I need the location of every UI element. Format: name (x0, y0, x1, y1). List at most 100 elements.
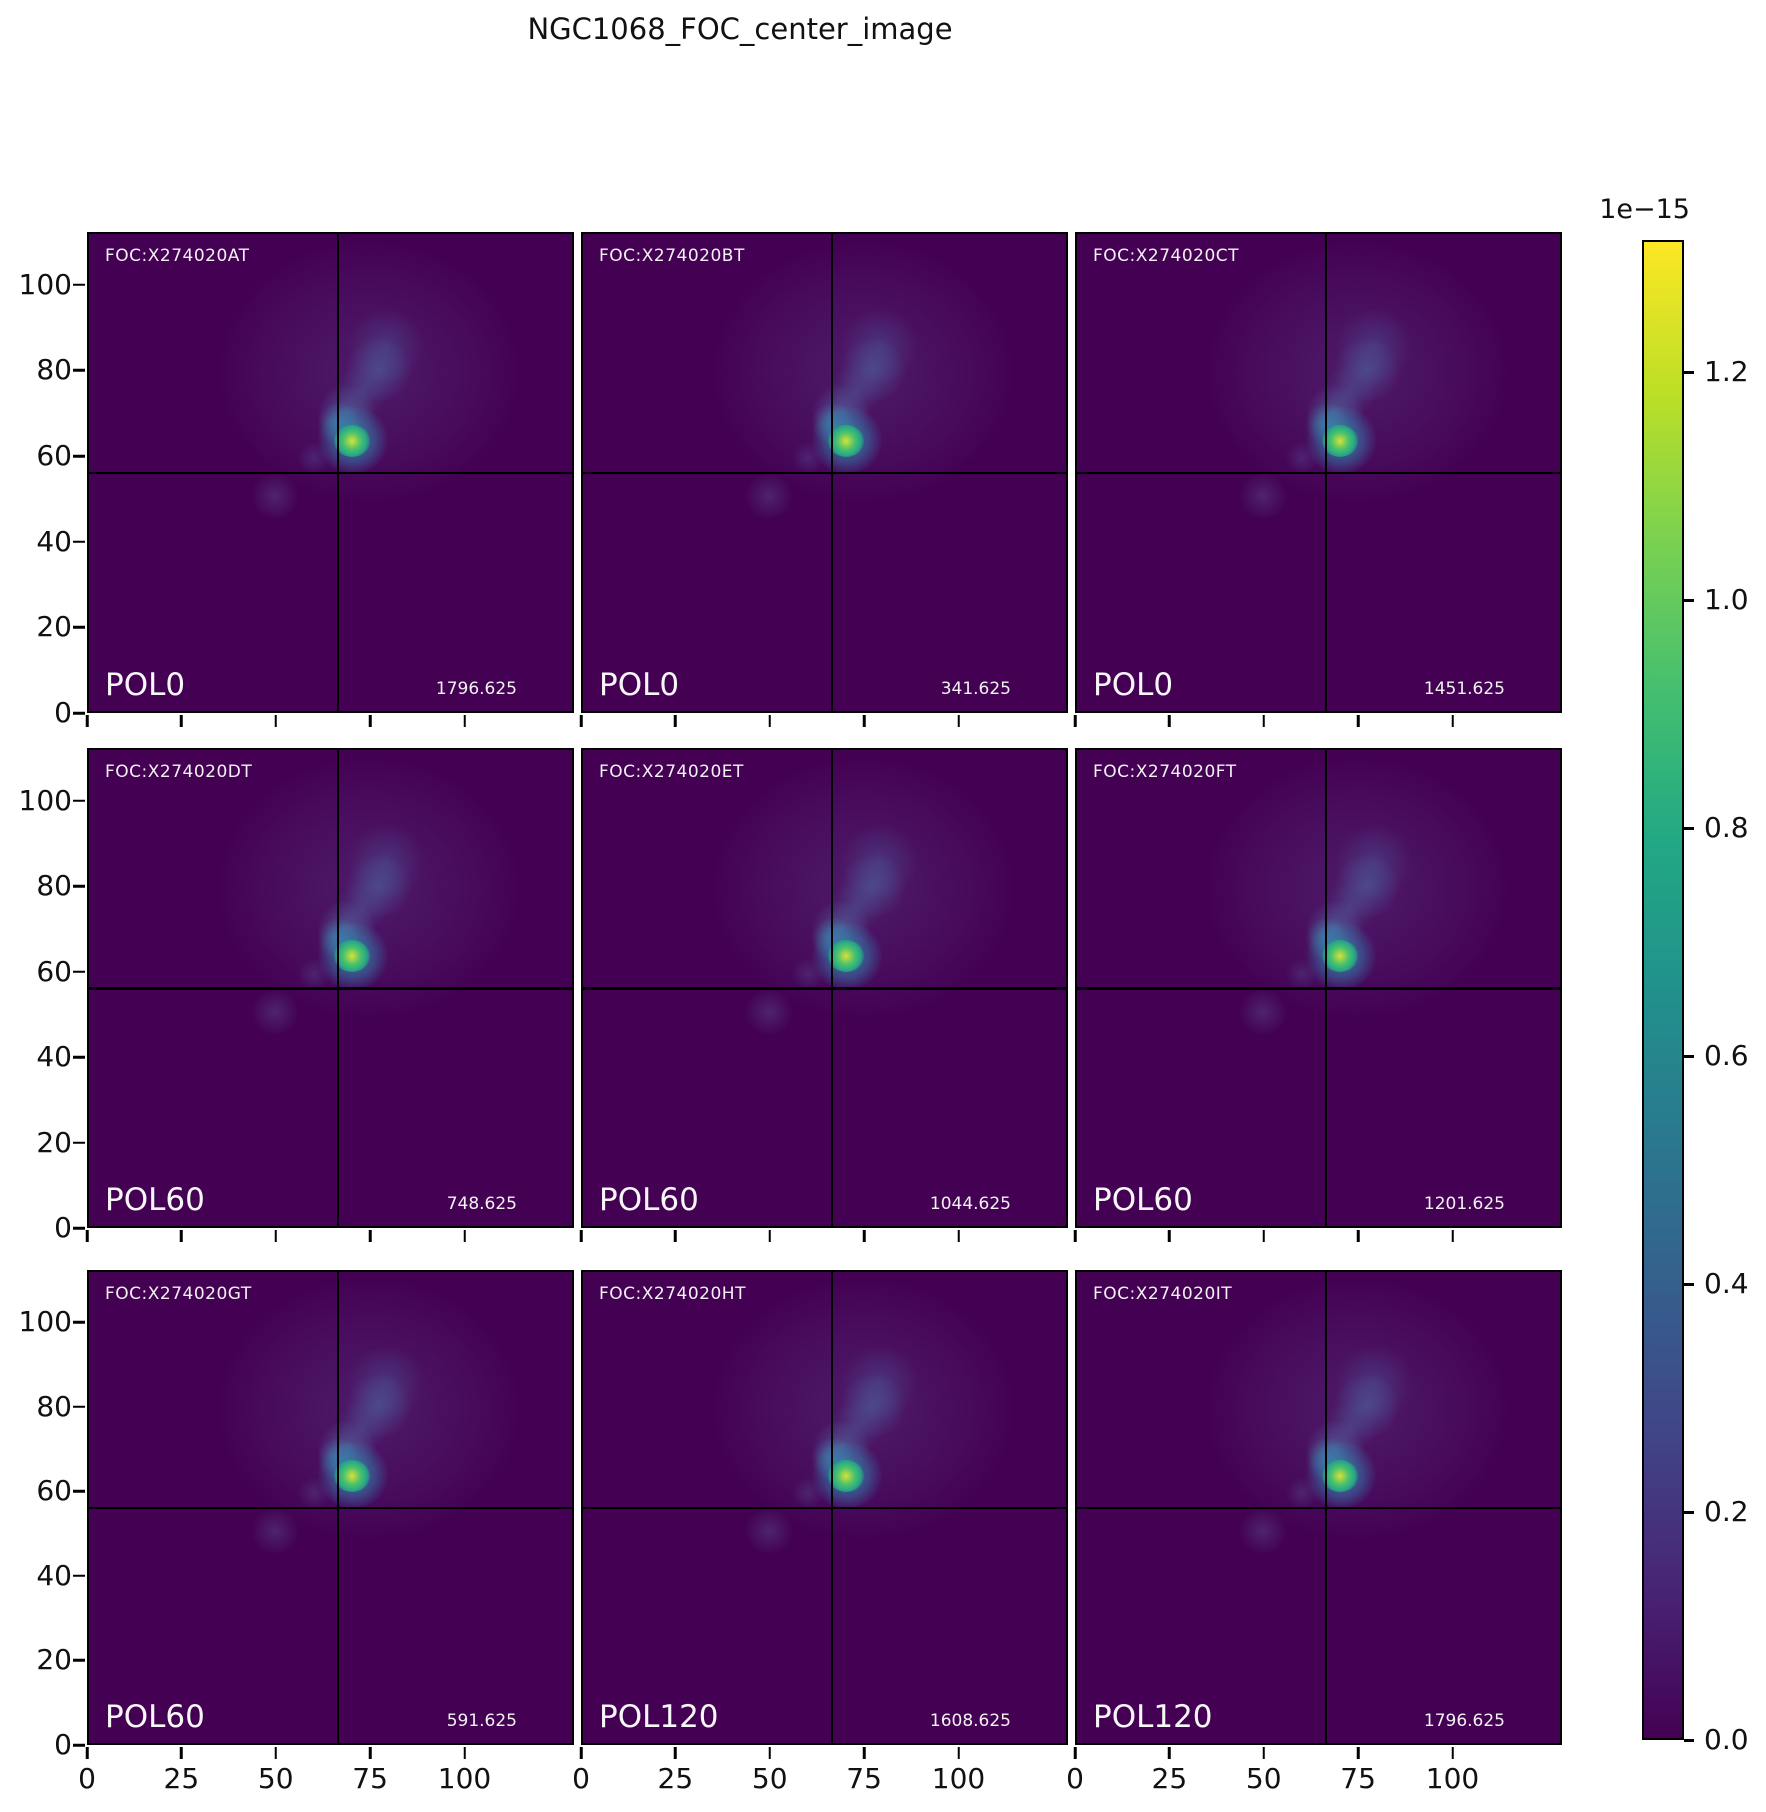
x-tick-mark (463, 715, 466, 727)
faint-blob (248, 989, 301, 1034)
y-axis-tick-label: 0 (54, 1728, 72, 1761)
faint-blob (248, 474, 301, 519)
colorbar-tick-label: 1.2 (1704, 355, 1749, 388)
x-tick-mark (1262, 1230, 1265, 1242)
colorbar-tick-mark (1684, 827, 1694, 830)
x-tick-mark (180, 1230, 183, 1242)
nucleus-glow (809, 1442, 884, 1509)
y-tick-mark (73, 626, 85, 629)
exposure-value-label: 1201.625 (1423, 1194, 1505, 1214)
y-axis-tick-label: 40 (36, 1040, 72, 1074)
jet-blob (342, 338, 415, 401)
y-axis-tick-label: 40 (36, 524, 72, 558)
jet-blob (836, 854, 909, 917)
nebulosity-haze (219, 1278, 520, 1539)
x-axis-tick-label: 75 (352, 1762, 388, 1795)
y-tick-mark (73, 1659, 85, 1662)
jet-blob (1304, 1420, 1367, 1477)
dataset-label: FOC:X274020CT (1093, 246, 1240, 266)
x-tick-mark (957, 1747, 960, 1759)
y-axis-tick-label: 60 (36, 439, 72, 472)
jet-blob (838, 310, 923, 383)
x-tick-mark (862, 715, 866, 727)
dataset-label: FOC:X274020GT (105, 1284, 252, 1304)
y-tick-mark (73, 283, 85, 286)
x-tick-mark (85, 715, 89, 727)
x-tick-mark (579, 1747, 583, 1759)
x-axis-tick-label: 0 (1066, 1762, 1084, 1795)
jet-blob (1321, 366, 1378, 417)
y-axis-tick-label: 20 (36, 1125, 72, 1159)
x-tick-mark (957, 715, 960, 727)
x-tick-mark (463, 1747, 466, 1759)
jet-blob (333, 882, 390, 933)
x-tick-mark (1356, 715, 1360, 727)
faint-blob (295, 443, 332, 474)
colorbar-tick-mark (1684, 1511, 1694, 1514)
nucleus-glow (1303, 407, 1378, 474)
x-axis-tick-label: 25 (163, 1762, 200, 1795)
x-tick-mark (180, 715, 183, 727)
nucleus-hotspot (334, 424, 371, 457)
x-axis-tick-label: 100 (931, 1762, 986, 1795)
jet-blob (1330, 854, 1403, 917)
x-axis-tick-label: 0 (78, 1762, 96, 1795)
nebulosity-haze (1207, 758, 1508, 1019)
y-axis-tick-label: 0 (54, 696, 72, 729)
dataset-label: FOC:X274020ET (599, 762, 744, 782)
y-tick-mark (73, 1574, 85, 1578)
colorbar-tick-label: 0.8 (1704, 811, 1749, 844)
x-tick-mark (579, 1230, 583, 1242)
y-tick-mark (73, 1226, 85, 1230)
dataset-label: FOC:X274020FT (1093, 762, 1237, 782)
image-panel: FOC:X274020ET POL60 1044.625 (579, 748, 1068, 1242)
nebulosity-haze (219, 242, 520, 503)
crosshair-horizontal-line (1077, 471, 1560, 475)
y-axis-tick-label: 80 (36, 869, 72, 903)
jet-blob (316, 1420, 379, 1477)
crosshair-horizontal-line (1077, 1506, 1560, 1510)
jet-blob (836, 338, 909, 401)
y-tick-mark (73, 884, 85, 888)
image-panel: FOC:X274020AT POL0 1796.625 (73, 232, 574, 727)
x-tick-mark (368, 1230, 372, 1242)
nucleus-glow (315, 407, 390, 474)
jet-blob (810, 900, 873, 957)
heatmap-image: FOC:X274020GT POL60 591.625 (89, 1272, 572, 1743)
crosshair-horizontal-line (1077, 987, 1560, 990)
y-tick-mark (73, 1489, 85, 1493)
x-axis-tick-label: 50 (751, 1762, 788, 1795)
x-tick-mark (1073, 1230, 1077, 1242)
y-axis-tick-label: 20 (36, 1643, 72, 1677)
faint-blob (248, 1509, 301, 1554)
crosshair-horizontal-line (89, 1506, 572, 1510)
y-tick-mark (73, 540, 85, 543)
jet-blob (1332, 1346, 1417, 1419)
jet-blob (342, 1375, 415, 1438)
x-axis-tick-label: 25 (1151, 1762, 1188, 1795)
x-tick-mark (274, 715, 277, 727)
jet-blob (1321, 1402, 1378, 1453)
exposure-value-label: 1796.625 (1423, 1711, 1505, 1731)
image-panel: FOC:X274020CT POL0 1451.625 (1073, 232, 1562, 727)
faint-blob (789, 1478, 826, 1509)
image-panel: FOC:X274020GT POL60 591.625 (73, 1270, 574, 1759)
x-tick-mark (463, 1230, 466, 1242)
colorbar-tick-label: 0.6 (1704, 1039, 1749, 1072)
heatmap-image: FOC:X274020FT POL60 1201.625 (1077, 750, 1560, 1226)
nebulosity-haze (1207, 1278, 1508, 1539)
polarizer-filter-label: POL120 (1093, 1699, 1213, 1735)
polarizer-filter-label: POL120 (599, 1699, 719, 1735)
jet-blob (1321, 882, 1378, 933)
x-axis-tick-label: 25 (657, 1762, 694, 1795)
x-tick-mark (85, 1747, 89, 1759)
nucleus-glow (315, 922, 390, 989)
dataset-label: FOC:X274020HT (599, 1284, 746, 1304)
nebulosity-haze (713, 242, 1014, 503)
y-axis-tick-label: 100 (18, 1305, 72, 1339)
colorbar-tick-mark (1684, 599, 1694, 602)
jet-blob (344, 310, 429, 383)
colorbar-tick-label: 1.0 (1704, 583, 1749, 616)
y-tick-mark (73, 1141, 85, 1144)
